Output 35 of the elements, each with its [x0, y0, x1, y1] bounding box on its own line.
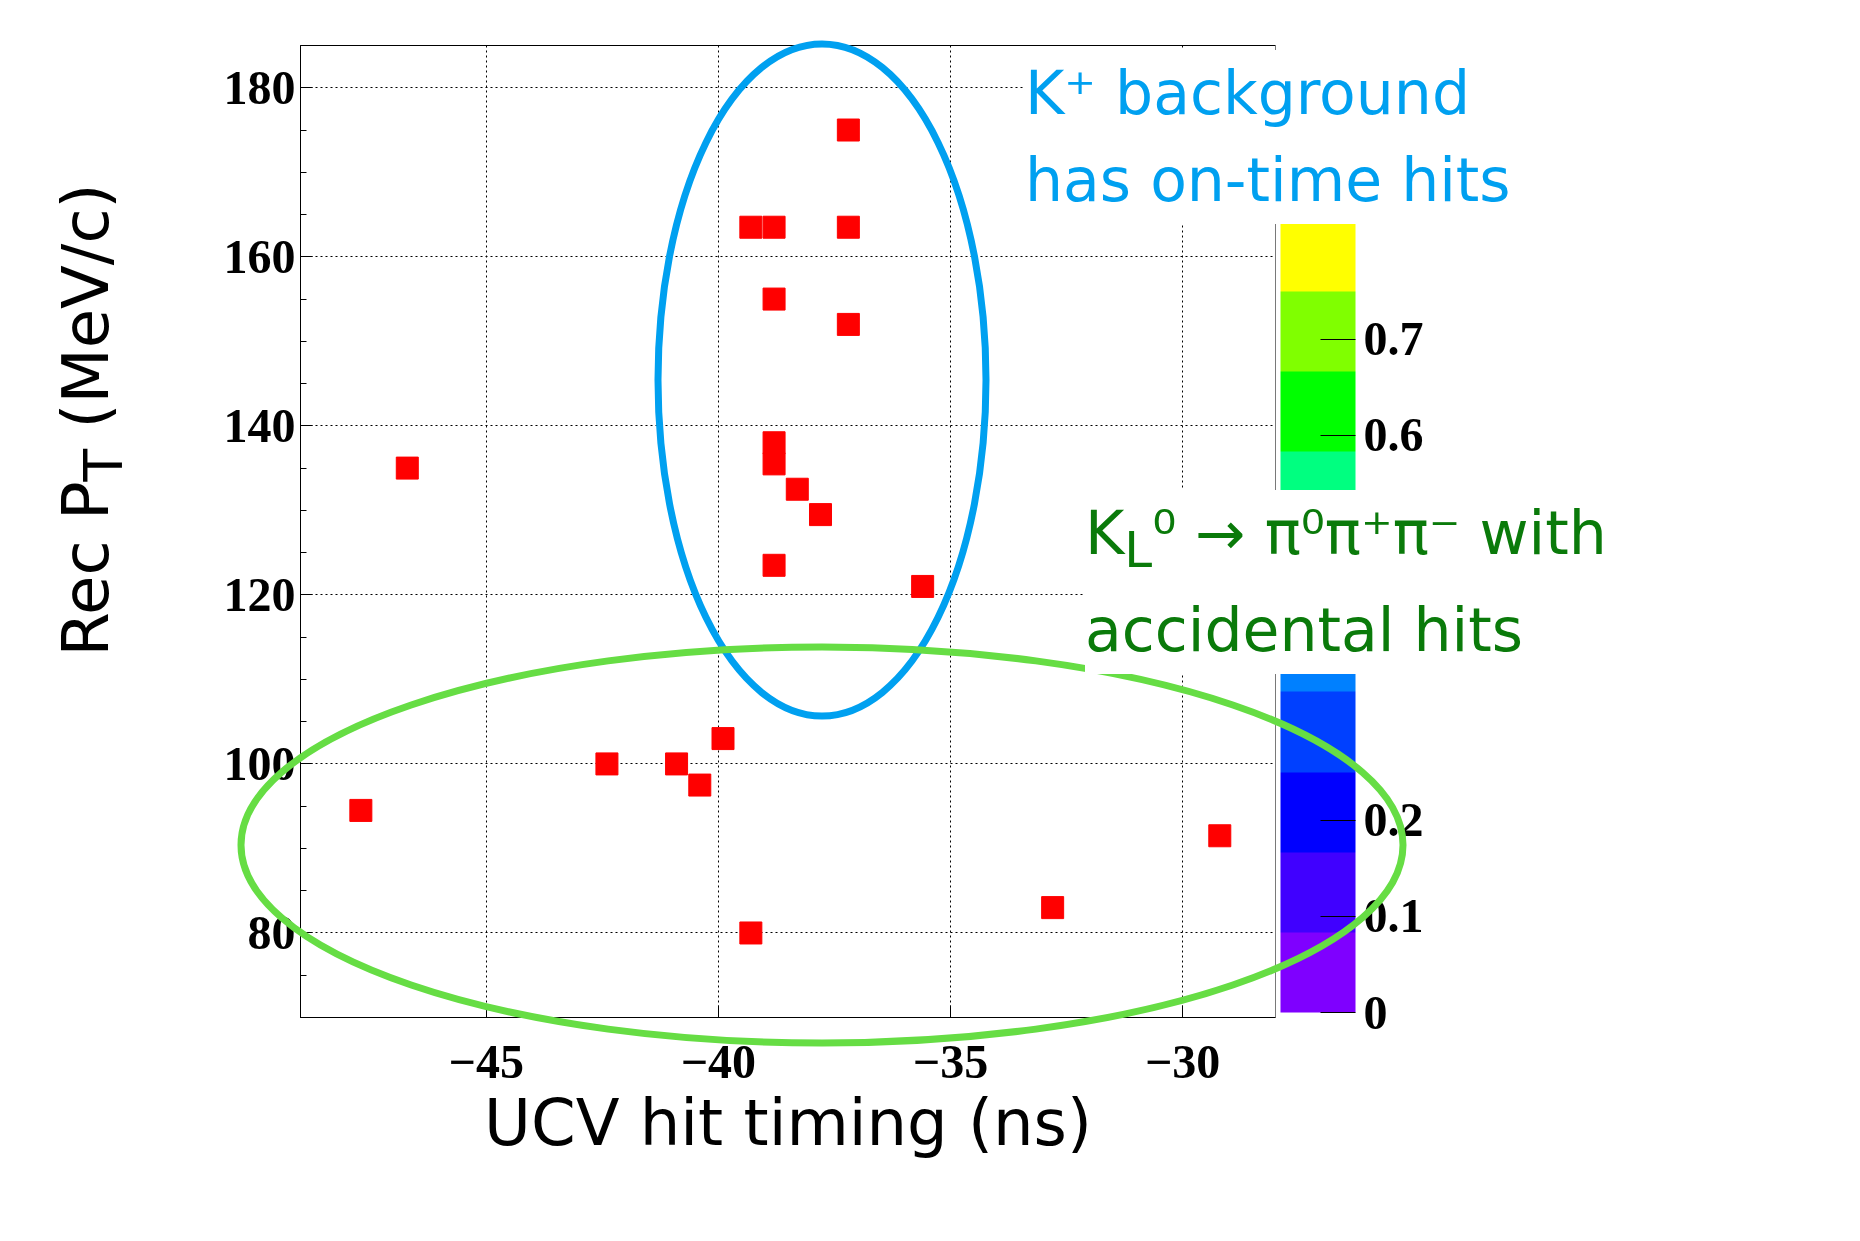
point — [395, 456, 419, 480]
x-tick-label: −40 — [680, 1034, 757, 1088]
y-tick-label: 140 — [223, 398, 296, 452]
point — [809, 503, 832, 527]
x-tick-label: −35 — [912, 1034, 989, 1088]
color-bar-label: 0 — [1363, 985, 1388, 1039]
x-axis-title: UCV hit timing (ns) — [484, 1085, 1092, 1160]
annotation: K$_{L}$⁰ → π⁰π⁺π⁻ with accidental hits — [1085, 490, 1607, 674]
y-tick-label: 120 — [223, 567, 296, 621]
point — [785, 477, 809, 501]
point — [739, 215, 763, 239]
point — [762, 553, 786, 577]
annotation: K⁺ background has on-time hits — [1025, 50, 1511, 224]
y-tick-label: 180 — [223, 60, 296, 114]
point — [911, 574, 935, 598]
point — [1208, 824, 1232, 848]
x-tick-label: −30 — [1144, 1034, 1221, 1088]
point — [836, 312, 860, 336]
color-bar-label: 0.7 — [1363, 312, 1424, 366]
point — [762, 287, 786, 311]
point — [836, 215, 860, 239]
point — [1041, 896, 1065, 920]
point — [595, 752, 619, 776]
point — [739, 921, 763, 945]
point — [349, 798, 373, 822]
point — [688, 773, 712, 797]
point — [762, 431, 786, 455]
point — [762, 215, 786, 239]
point — [762, 452, 786, 476]
x-tick-label: −45 — [448, 1034, 524, 1088]
point — [711, 727, 735, 751]
color-bar-label: 0.6 — [1363, 408, 1424, 462]
point — [665, 752, 689, 776]
point — [836, 118, 860, 142]
y-tick-label: 160 — [223, 229, 296, 283]
